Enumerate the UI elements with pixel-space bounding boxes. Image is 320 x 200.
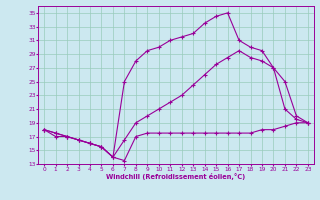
X-axis label: Windchill (Refroidissement éolien,°C): Windchill (Refroidissement éolien,°C) [106,173,246,180]
